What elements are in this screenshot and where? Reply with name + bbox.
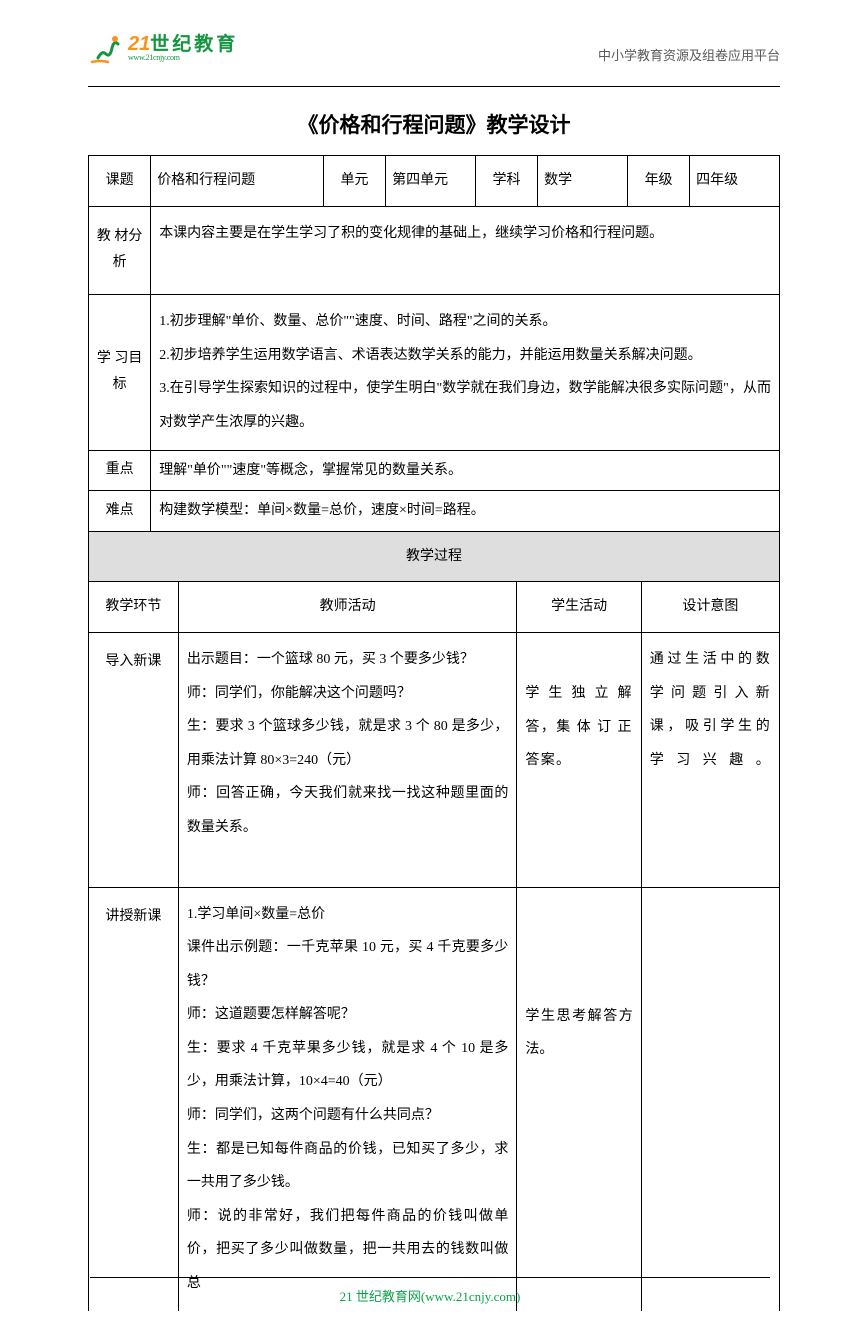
process-header-row: 教学过程 bbox=[89, 531, 780, 582]
logo: 21 世纪教育 www.21cnjy.com bbox=[88, 30, 238, 66]
runner-icon bbox=[88, 30, 124, 66]
lesson-table: 课题 价格和行程问题 单元 第四单元 学科 数学 年级 四年级 教 材分 析 本… bbox=[88, 155, 780, 582]
lecture-intent bbox=[641, 887, 779, 1311]
page-root: 21 世纪教育 www.21cnjy.com 中小学教育资源及组卷应用平台 《价… bbox=[0, 0, 860, 1331]
grade-label: 年级 bbox=[627, 156, 689, 207]
lec-t5: 生：都是已知每件商品的价钱，已知买了多少，求一共用了多少钱。 bbox=[187, 1133, 509, 1200]
analysis-label: 教 材分 析 bbox=[89, 206, 151, 295]
subject-value: 数学 bbox=[538, 156, 628, 207]
lecture-row: 讲授新课 1.学习单间×数量=总价 课件出示例题：一千克苹果 10 元，买 4 … bbox=[89, 887, 780, 1311]
difficulty-row: 难点 构建数学模型：单间×数量=总价，速度×时间=路程。 bbox=[89, 491, 780, 532]
keypoint-text: 理解"单价""速度"等概念，掌握常见的数量关系。 bbox=[151, 450, 780, 491]
intro-t0: 出示题目：一个篮球 80 元，买 3 个要多少钱？ bbox=[187, 643, 509, 677]
intro-row: 导入新课 出示题目：一个篮球 80 元，买 3 个要多少钱？ 师：同学们，你能解… bbox=[89, 632, 780, 887]
objectives-text: 1.初步理解"单价、数量、总价""速度、时间、路程"之间的关系。 2.初步培养学… bbox=[151, 295, 780, 450]
header-rule bbox=[88, 86, 780, 87]
lec-t1: 课件出示例题：一千克苹果 10 元，买 4 千克要多少钱？ bbox=[187, 931, 509, 998]
obj-2: 2.初步培养学生运用数学语言、术语表达数学关系的能力，并能运用数量关系解决问题。 bbox=[159, 339, 771, 373]
col-student-head: 学生活动 bbox=[517, 582, 641, 632]
process-cols-row: 教学环节 教师活动 学生活动 设计意图 bbox=[89, 582, 780, 632]
footer-rule bbox=[90, 1277, 770, 1278]
analysis-text: 本课内容主要是在学生学习了积的变化规律的基础上，继续学习价格和行程问题。 bbox=[151, 206, 780, 295]
intro-t2: 生：要求 3 个篮球多少钱，就是求 3 个 80 是多少，用乘法计算 80×3=… bbox=[187, 710, 509, 777]
lec-t2: 师：这道题要怎样解答呢？ bbox=[187, 998, 509, 1032]
logo-cn: 世纪教育 bbox=[150, 35, 238, 54]
col-intent-head: 设计意图 bbox=[641, 582, 779, 632]
unit-label: 单元 bbox=[323, 156, 385, 207]
page-title: 《价格和行程问题》教学设计 bbox=[88, 109, 780, 139]
logo-prefix: 21 bbox=[128, 34, 150, 54]
footer-text: 21 世纪教育网(www.21cnjy.com) bbox=[0, 1286, 860, 1305]
difficulty-text: 构建数学模型：单间×数量=总价，速度×时间=路程。 bbox=[151, 491, 780, 532]
lec-t3: 生：要求 4 千克苹果多少钱，就是求 4 个 10 是多少，用乘法计算，10×4… bbox=[187, 1032, 509, 1099]
header-right-text: 中小学教育资源及组卷应用平台 bbox=[598, 45, 780, 64]
analysis-row: 教 材分 析 本课内容主要是在学生学习了积的变化规律的基础上，继续学习价格和行程… bbox=[89, 206, 780, 295]
logo-text: 21 世纪教育 www.21cnjy.com bbox=[128, 34, 238, 62]
topic-value: 价格和行程问题 bbox=[151, 156, 324, 207]
lec-t0: 1.学习单间×数量=总价 bbox=[187, 898, 509, 932]
obj-1: 1.初步理解"单价、数量、总价""速度、时间、路程"之间的关系。 bbox=[159, 305, 771, 339]
intro-teacher: 出示题目：一个篮球 80 元，买 3 个要多少钱？ 师：同学们，你能解决这个问题… bbox=[178, 632, 517, 887]
topic-label: 课题 bbox=[89, 156, 151, 207]
intro-t3: 师：回答正确，今天我们就来找一找这种题里面的数量关系。 bbox=[187, 777, 509, 844]
intro-t1: 师：同学们，你能解决这个问题吗？ bbox=[187, 677, 509, 711]
col-phase-head: 教学环节 bbox=[89, 582, 179, 632]
grade-value: 四年级 bbox=[690, 156, 780, 207]
obj-3: 3.在引导学生探索知识的过程中，使学生明白"数学就在我们身边，数学能解决很多实际… bbox=[159, 372, 771, 439]
objectives-label: 学 习目 标 bbox=[89, 295, 151, 450]
lec-t4: 师：同学们，这两个问题有什么共同点？ bbox=[187, 1099, 509, 1133]
lecture-student: 学生思考解答方法。 bbox=[517, 887, 641, 1311]
keypoint-label: 重点 bbox=[89, 450, 151, 491]
intro-student: 学 生 独 立 解答，集 体 订 正答案。 bbox=[517, 632, 641, 887]
process-table: 教学环节 教师活动 学生活动 设计意图 导入新课 出示题目：一个篮球 80 元，… bbox=[88, 582, 780, 1310]
lecture-teacher: 1.学习单间×数量=总价 课件出示例题：一千克苹果 10 元，买 4 千克要多少… bbox=[178, 887, 517, 1311]
difficulty-label: 难点 bbox=[89, 491, 151, 532]
logo-en: www.21cnjy.com bbox=[128, 54, 238, 62]
lecture-phase: 讲授新课 bbox=[89, 887, 179, 1311]
intro-intent: 通过生活中的数学问题引入新课，吸引学生的学习兴趣。 bbox=[641, 632, 779, 887]
keypoint-row: 重点 理解"单价""速度"等概念，掌握常见的数量关系。 bbox=[89, 450, 780, 491]
header-row: 21 世纪教育 www.21cnjy.com 中小学教育资源及组卷应用平台 bbox=[88, 30, 780, 66]
footer: 21 世纪教育网(www.21cnjy.com) bbox=[0, 1277, 860, 1305]
subject-label: 学科 bbox=[475, 156, 537, 207]
info-row: 课题 价格和行程问题 单元 第四单元 学科 数学 年级 四年级 bbox=[89, 156, 780, 207]
objectives-row: 学 习目 标 1.初步理解"单价、数量、总价""速度、时间、路程"之间的关系。 … bbox=[89, 295, 780, 450]
intro-phase: 导入新课 bbox=[89, 632, 179, 887]
unit-value: 第四单元 bbox=[386, 156, 476, 207]
col-teacher-head: 教师活动 bbox=[178, 582, 517, 632]
process-header: 教学过程 bbox=[89, 531, 780, 582]
